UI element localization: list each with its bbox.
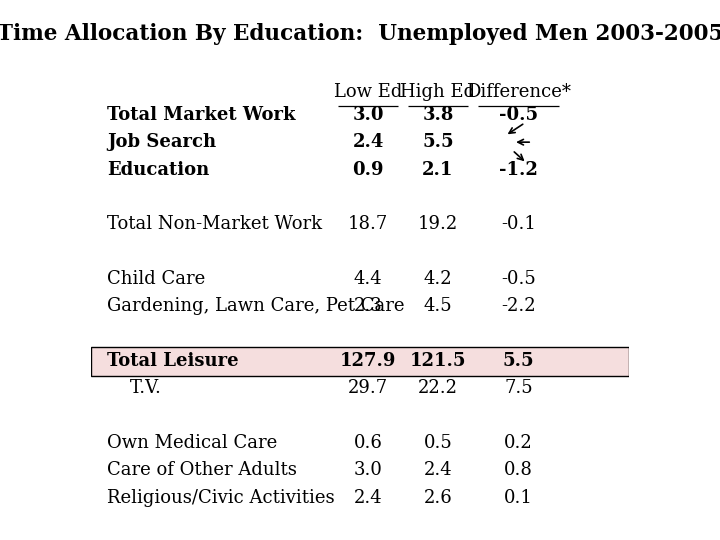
Text: 2.4: 2.4 [423, 462, 452, 480]
Text: High Ed: High Ed [400, 83, 475, 101]
Text: 4.4: 4.4 [354, 270, 382, 288]
Text: -2.2: -2.2 [501, 298, 536, 315]
Text: T.V.: T.V. [107, 380, 161, 397]
Text: 7.5: 7.5 [504, 380, 533, 397]
Text: Total Market Work: Total Market Work [107, 106, 296, 124]
Text: -0.5: -0.5 [499, 106, 538, 124]
Text: Job Search: Job Search [107, 133, 217, 151]
Text: 2.6: 2.6 [423, 489, 452, 507]
Text: -1.2: -1.2 [499, 160, 538, 179]
Text: 29.7: 29.7 [348, 380, 388, 397]
Text: Religious/Civic Activities: Religious/Civic Activities [107, 489, 335, 507]
Text: 121.5: 121.5 [410, 352, 467, 370]
Text: 0.5: 0.5 [423, 434, 452, 452]
Text: 5.5: 5.5 [503, 352, 534, 370]
Text: -0.5: -0.5 [501, 270, 536, 288]
Text: Total Non-Market Work: Total Non-Market Work [107, 215, 323, 233]
Text: -0.1: -0.1 [501, 215, 536, 233]
Text: Child Care: Child Care [107, 270, 205, 288]
Text: Total Leisure: Total Leisure [107, 352, 239, 370]
Text: 0.8: 0.8 [504, 462, 533, 480]
Text: 0.1: 0.1 [504, 489, 533, 507]
Text: Difference*: Difference* [466, 83, 571, 101]
Text: 22.2: 22.2 [418, 380, 458, 397]
Text: 0.9: 0.9 [352, 160, 384, 179]
Text: 3.8: 3.8 [423, 106, 454, 124]
Text: 0.6: 0.6 [354, 434, 382, 452]
Text: 4.2: 4.2 [423, 270, 452, 288]
Text: 3.0: 3.0 [352, 106, 384, 124]
Text: 127.9: 127.9 [340, 352, 396, 370]
Text: 2.4: 2.4 [354, 489, 382, 507]
Text: 18.7: 18.7 [348, 215, 388, 233]
Text: Gardening, Lawn Care, Pet Care: Gardening, Lawn Care, Pet Care [107, 298, 405, 315]
Text: Time Allocation By Education:  Unemployed Men 2003-2005: Time Allocation By Education: Unemployed… [0, 23, 720, 45]
Text: 0.2: 0.2 [504, 434, 533, 452]
Bar [91, 347, 629, 376]
Text: Own Medical Care: Own Medical Care [107, 434, 277, 452]
Text: 19.2: 19.2 [418, 215, 458, 233]
Text: 2.1: 2.1 [423, 160, 454, 179]
Text: Education: Education [107, 160, 210, 179]
Text: Care of Other Adults: Care of Other Adults [107, 462, 297, 480]
Text: Low Ed: Low Ed [334, 83, 402, 101]
Text: 3.0: 3.0 [354, 462, 382, 480]
Text: 2.3: 2.3 [354, 298, 382, 315]
Text: 4.5: 4.5 [423, 298, 452, 315]
Text: 2.4: 2.4 [352, 133, 384, 151]
Text: 5.5: 5.5 [422, 133, 454, 151]
